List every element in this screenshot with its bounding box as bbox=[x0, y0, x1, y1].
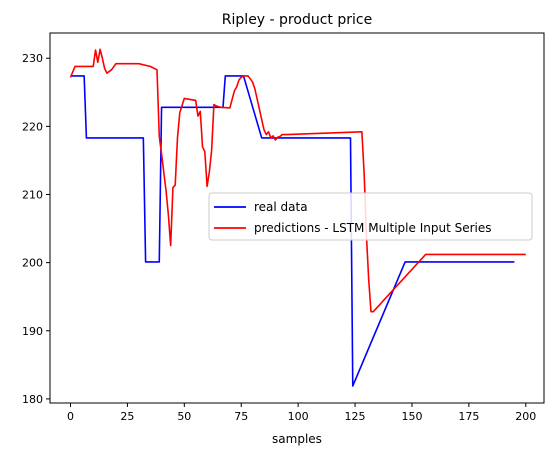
y-tick-label: 230 bbox=[22, 52, 43, 65]
y-tick-label: 200 bbox=[22, 257, 43, 270]
x-tick-label: 150 bbox=[401, 410, 422, 423]
y-tick-label: 180 bbox=[22, 393, 43, 406]
series-layer bbox=[69, 48, 526, 387]
legend: real data predictions - LSTM Multiple In… bbox=[208, 192, 533, 241]
chart-title: Ripley - product price bbox=[222, 12, 372, 28]
y-tick-label: 190 bbox=[22, 325, 43, 338]
legend-label-real-data: real data bbox=[254, 200, 308, 214]
x-tick-label: 50 bbox=[177, 410, 191, 423]
x-tick-label: 75 bbox=[234, 410, 248, 423]
x-axis: 0 25 50 75 100 125 150 175 200 bbox=[67, 403, 536, 423]
y-tick-label: 210 bbox=[22, 188, 43, 201]
plot-area bbox=[49, 32, 545, 404]
y-axis: 180 190 200 210 220 230 bbox=[22, 52, 50, 406]
legend-label-predictions: predictions - LSTM Multiple Input Series bbox=[254, 221, 492, 235]
y-tick-label: 220 bbox=[22, 120, 43, 133]
x-tick-label: 125 bbox=[345, 410, 366, 423]
series-line-1 bbox=[69, 48, 526, 313]
x-tick-label: 25 bbox=[120, 410, 134, 423]
x-tick-label: 200 bbox=[515, 410, 536, 423]
axes-frame bbox=[49, 32, 545, 404]
legend-box bbox=[208, 192, 533, 241]
x-tick-label: 175 bbox=[458, 410, 479, 423]
x-tick-label: 100 bbox=[288, 410, 309, 423]
x-axis-label: samples bbox=[272, 432, 322, 446]
x-tick-label: 0 bbox=[67, 410, 74, 423]
